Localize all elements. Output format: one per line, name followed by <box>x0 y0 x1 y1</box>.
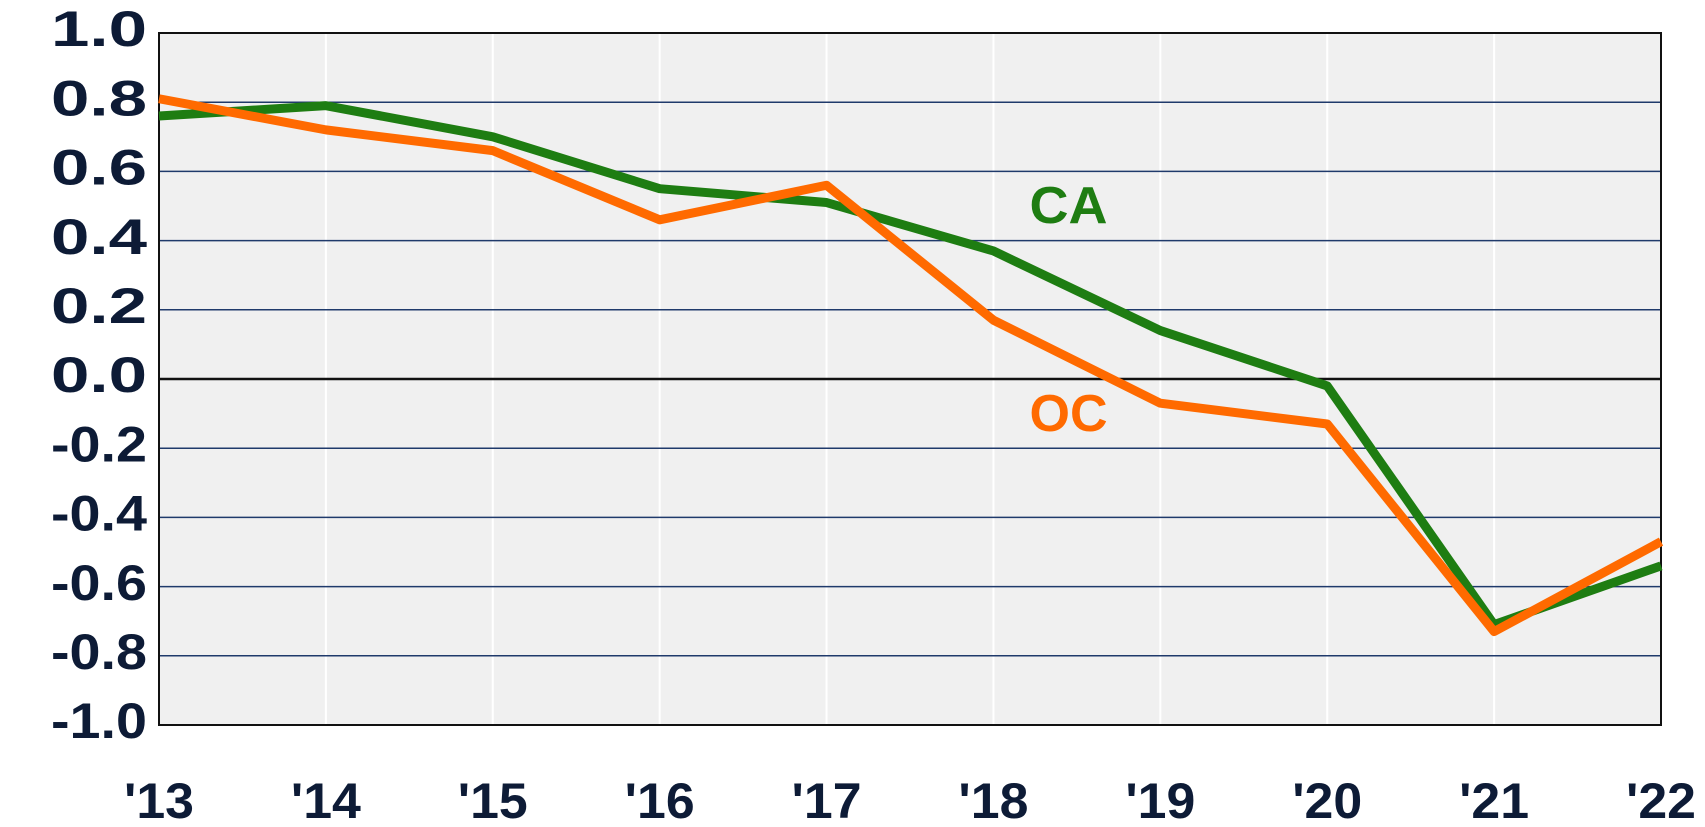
y-tick-label: -0.8 <box>51 624 147 680</box>
y-tick-label: -1.0 <box>51 693 147 749</box>
x-tick-label: '14 <box>291 773 361 827</box>
y-tick-label: -0.2 <box>51 416 147 472</box>
y-tick-label: 0.4 <box>51 209 147 265</box>
x-tick-label: '13 <box>124 773 194 827</box>
x-tick-label: '17 <box>792 773 862 827</box>
y-tick-label: -0.4 <box>51 486 147 542</box>
x-tick-label: '18 <box>958 773 1028 827</box>
series-label: OC <box>1030 385 1108 443</box>
line-series <box>158 94 1664 637</box>
line-series <box>158 101 1663 630</box>
series-label: CA <box>1030 177 1108 235</box>
y-tick-label: 1.0 <box>51 1 147 57</box>
y-tick-label: 0.0 <box>51 347 147 403</box>
y-tick-label: 0.8 <box>51 70 147 126</box>
x-tick-label: '19 <box>1125 773 1195 827</box>
y-tick-label: -0.6 <box>51 555 147 611</box>
x-tick-label: '16 <box>625 773 695 827</box>
y-tick-label: 0.6 <box>51 140 147 196</box>
x-tick-label: '21 <box>1459 773 1529 827</box>
x-tick-label: '20 <box>1292 773 1362 827</box>
plot-border <box>158 32 1662 726</box>
x-tick-label: '22 <box>1626 773 1696 827</box>
y-tick-label: 0.2 <box>51 278 147 334</box>
x-tick-label: '15 <box>458 773 528 827</box>
